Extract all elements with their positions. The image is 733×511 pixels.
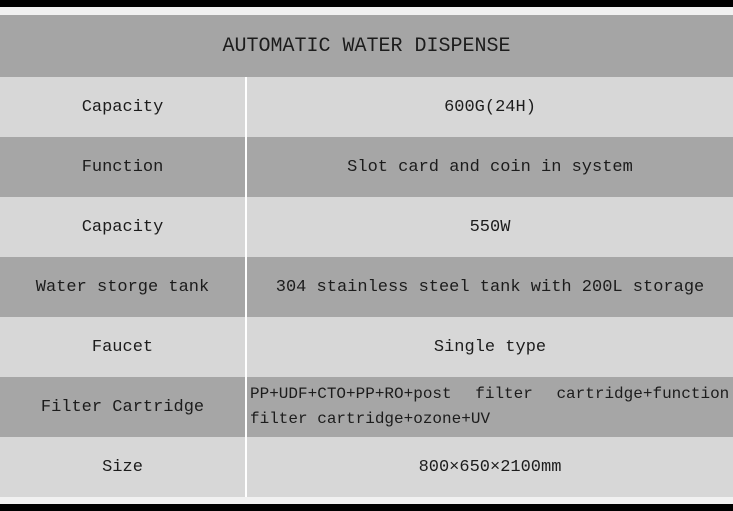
table-row: Faucet Single type — [0, 317, 733, 377]
spec-value: Single type — [433, 337, 547, 357]
table-title-row: AUTOMATIC WATER DISPENSE — [0, 15, 733, 77]
spec-label: Size — [0, 437, 247, 497]
spec-label: Water storge tank — [0, 257, 247, 317]
table-row: Capacity 600G(24H) — [0, 77, 733, 137]
spec-value: 304 stainless steel tank with 200L stora… — [275, 277, 705, 297]
spec-value: PP+UDF+CTO+PP+RO+post filter cartridge+f… — [250, 385, 730, 428]
table-title: AUTOMATIC WATER DISPENSE — [222, 34, 511, 58]
spec-label: Faucet — [0, 317, 247, 377]
spec-label: Function — [0, 137, 247, 197]
spec-table: AUTOMATIC WATER DISPENSE Capacity 600G(24… — [0, 15, 733, 497]
page-background: AUTOMATIC WATER DISPENSE Capacity 600G(24… — [0, 7, 733, 504]
spec-value: 600G(24H) — [444, 97, 536, 117]
table-row: Filter Cartridge PP+UDF+CTO+PP+RO+post fi… — [0, 377, 733, 437]
table-row: Function Slot card and coin in system — [0, 137, 733, 197]
spec-label: Capacity — [0, 77, 247, 137]
spec-value: Slot card and coin in system — [347, 157, 633, 177]
spec-label: Capacity — [0, 197, 247, 257]
spec-value: 800×650×2100mm — [418, 457, 562, 477]
spec-table-body: Capacity 600G(24H) Function Slot card and c… — [0, 77, 733, 497]
spec-value: 550W — [469, 217, 511, 237]
table-row: Size 800×650×2100mm — [0, 437, 733, 497]
table-row: Water storge tank 304 stainless steel tan… — [0, 257, 733, 317]
spec-label: Filter Cartridge — [0, 377, 247, 437]
table-row: Capacity 550W — [0, 197, 733, 257]
